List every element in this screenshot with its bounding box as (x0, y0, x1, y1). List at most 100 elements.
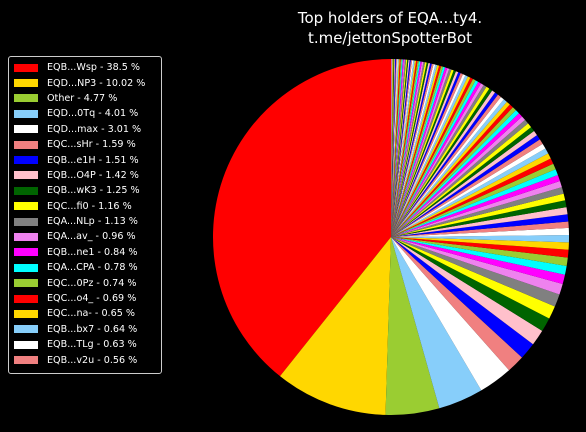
legend-label: EQA...av_ - 0.96 % (47, 231, 136, 243)
legend-item: EQB...Wsp - 38.5 % (14, 60, 161, 75)
legend-label: EQB...O4P - 1.42 % (47, 169, 139, 181)
legend-label: EQD...max - 3.01 % (47, 123, 142, 135)
pie-slice (391, 59, 411, 237)
legend-swatch (14, 232, 38, 241)
chart-legend: EQB...Wsp - 38.5 % EQD...NP3 - 10.02 % Oth… (8, 56, 162, 374)
legend-swatch (14, 294, 38, 303)
pie-slice (391, 94, 501, 238)
pie-slice (391, 62, 431, 238)
legend-item: EQD...NP3 - 10.02 % (14, 75, 161, 90)
legend-item: EQA...NLp - 1.13 % (14, 214, 161, 229)
legend-item: EQC...o4_ - 0.69 % (14, 291, 161, 306)
legend-swatch (14, 202, 38, 211)
legend-label: EQC...fi0 - 1.16 % (47, 200, 132, 212)
legend-item: EQD...max - 3.01 % (14, 122, 161, 137)
pie-slice (391, 107, 516, 237)
pie-slice (391, 72, 461, 238)
legend-label: EQB...bx7 - 0.64 % (47, 323, 138, 335)
legend-item: EQC...fi0 - 1.16 % (14, 199, 161, 214)
legend-label: EQC...0Pz - 0.74 % (47, 277, 137, 289)
pie-slice (391, 237, 555, 319)
pie-slice (391, 59, 396, 237)
pie-slice (391, 59, 408, 237)
pie-slice (391, 64, 436, 237)
pie-slice (391, 64, 438, 238)
pie-slice (391, 59, 396, 237)
legend-swatch (14, 63, 38, 72)
pie-slice (391, 77, 473, 238)
legend-item: EQB...e1H - 1.51 % (14, 152, 161, 167)
pie-slice (391, 59, 399, 237)
pie-slice (391, 65, 442, 237)
pie-slice (391, 63, 432, 237)
legend-swatch (14, 356, 38, 365)
legend-item: EQA...CPA - 0.78 % (14, 260, 161, 275)
pie-slice (391, 61, 422, 238)
pie-slice (391, 88, 493, 237)
pie-slice (391, 66, 446, 237)
legend-label: EQB...v2u - 0.56 % (47, 354, 138, 366)
pie-slice (391, 237, 567, 275)
legend-item: EQC...na- - 0.65 % (14, 306, 161, 321)
legend-item: EQB...TLg - 0.63 % (14, 337, 161, 352)
legend-swatch (14, 263, 38, 272)
pie-slice (391, 59, 400, 237)
pie-slice (391, 235, 570, 243)
pie-slice (391, 86, 490, 237)
pie-slice (391, 60, 415, 237)
pie-slice (391, 70, 456, 237)
pie-slice (391, 59, 404, 237)
pie-slice (391, 148, 549, 237)
pie-slice (391, 67, 448, 237)
pie-slice (391, 131, 537, 237)
pie-slice (212, 59, 391, 377)
pie-slice (391, 237, 560, 307)
legend-item: EQB...v2u - 0.56 % (14, 352, 161, 367)
pie-slice (391, 163, 556, 237)
pie-slice (391, 59, 407, 237)
pie-slice (391, 61, 426, 237)
pie-slice (391, 59, 397, 237)
pie-slice (391, 113, 522, 237)
pie-slice (391, 62, 427, 237)
pie-slice (391, 237, 534, 358)
legend-swatch (14, 340, 38, 349)
legend-label: EQB...Wsp - 38.5 % (47, 62, 141, 74)
pie-slice (391, 63, 434, 238)
pie-slice (391, 237, 482, 409)
pie-slice (391, 119, 529, 237)
legend-swatch (14, 217, 38, 226)
pie-slice (391, 101, 510, 237)
pie-slice (391, 237, 543, 345)
pie-slice (391, 78, 476, 238)
pie-slice (391, 158, 554, 237)
pie-slice (391, 104, 513, 237)
pie-slice (391, 59, 393, 237)
legend-swatch (14, 94, 38, 103)
pie-slice (391, 237, 563, 295)
pie-slice (391, 99, 507, 237)
pie-slice (391, 90, 495, 237)
pie-slice (391, 123, 532, 237)
pie-slice (391, 153, 551, 237)
pie-slice (391, 96, 504, 237)
legend-swatch (14, 248, 38, 257)
chart-title-line-1: Top holders of EQA...ty4. (297, 9, 483, 27)
legend-swatch (14, 109, 38, 118)
pie-slice (391, 175, 560, 237)
legend-label: EQC...o4_ - 0.69 % (47, 293, 137, 305)
legend-label: EQD...NP3 - 10.02 % (47, 77, 146, 89)
pie-slice (391, 180, 562, 237)
pie-slice (391, 214, 569, 237)
legend-label: EQA...NLp - 1.13 % (47, 216, 138, 228)
pie-slice (391, 139, 543, 237)
legend-label: EQA...CPA - 0.78 % (47, 262, 138, 274)
pie-slice (391, 59, 398, 237)
pie-slice (391, 187, 564, 237)
pie-slice (391, 59, 402, 238)
pie-slice (391, 58, 392, 238)
pie-slice (391, 110, 519, 237)
pie-slice (391, 61, 421, 238)
pie-slice (391, 193, 566, 237)
